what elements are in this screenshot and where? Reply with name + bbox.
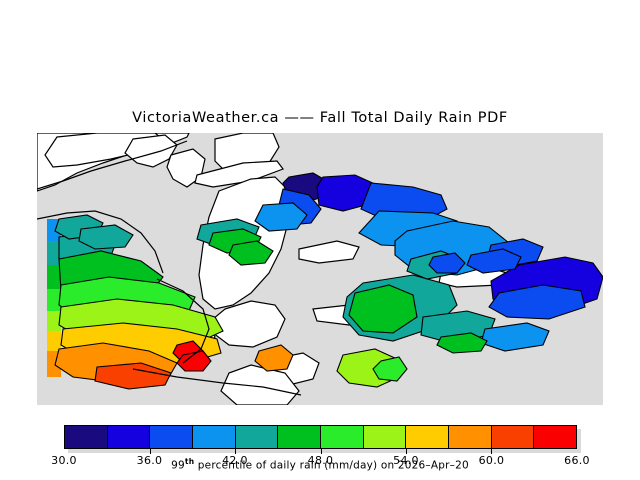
- map-vector-layer: [37, 133, 603, 405]
- grad-band-yellow: [47, 331, 61, 351]
- region-north-spur: [254, 202, 308, 232]
- coastline-overlay: [37, 140, 302, 396]
- region-far-east-dot: [428, 252, 466, 274]
- colorbar[interactable]: [64, 425, 581, 453]
- grad-band-yellowgreen: [47, 311, 61, 331]
- colorbar-segment-2: [106, 426, 150, 448]
- region-islet-green-south-edge: [372, 356, 408, 382]
- region-mid-islet-c: [228, 240, 274, 266]
- caption-text: percentile of daily rain (mm/day) on 202…: [194, 459, 469, 472]
- region-east-central-green: [348, 284, 418, 334]
- colorbar-tick-label: 42.0: [222, 454, 248, 467]
- grad-band-lgreen: [47, 289, 61, 311]
- colorbar-tick-label: 48.0: [307, 454, 334, 467]
- colorbar-tick-label: 66.0: [564, 454, 590, 467]
- coast-south-shore: [132, 368, 302, 396]
- region-far-east-spur: [466, 248, 522, 274]
- colorbar-tick-mark: [491, 449, 493, 454]
- region-north-ridge-west: [316, 174, 378, 212]
- colorbar-segment-11: [490, 426, 534, 448]
- map-canvas[interactable]: [37, 133, 603, 405]
- colorbar-tick-label: 30.0: [51, 454, 77, 467]
- colorbar-segment-5: [234, 426, 278, 448]
- colorbar-tick-mark: [234, 449, 236, 454]
- colorbar-segment-8: [362, 426, 406, 448]
- colorbar-segment-10: [448, 426, 491, 448]
- grad-band-green: [47, 265, 61, 289]
- colorbar-tick-label: 60.0: [478, 454, 505, 467]
- colorbar-segment-1: [65, 426, 107, 448]
- colorbar-tick-mark: [406, 449, 407, 454]
- colorbar-caption: 99th percentile of daily rain (mm/day) o…: [0, 457, 640, 472]
- region-islet-orange: [254, 344, 294, 372]
- coast-peninsula-south: [156, 278, 210, 364]
- colorbar-tick-label: 36.0: [136, 454, 163, 467]
- colorbar-segment-7: [320, 426, 363, 448]
- rain-field-south-islets: [176, 344, 408, 388]
- region-south-outer-coast: [94, 362, 172, 390]
- colorbar-segment-12: [533, 426, 577, 448]
- colorbar-segment-3: [149, 426, 193, 448]
- grad-band-teal: [47, 241, 61, 265]
- water-south-open: [220, 364, 300, 405]
- colorbar-tick-mark: [149, 449, 151, 454]
- colorbar-tick-mark: [320, 449, 322, 454]
- region-mid-islet-e: [78, 224, 134, 250]
- colorbar-tick-label: 54.0: [393, 454, 419, 467]
- colorbar-segment-4: [192, 426, 235, 448]
- region-far-east-lower: [488, 284, 586, 320]
- island-white-b: [166, 148, 206, 188]
- rain-field-mid-archipelago: [54, 214, 274, 266]
- colorbar-segment-6: [277, 426, 321, 448]
- coast-mainland-nw: [37, 140, 188, 190]
- rain-field-far-east: [428, 248, 603, 320]
- region-east-tail-green: [436, 332, 488, 354]
- water-south-harbour: [212, 300, 286, 348]
- coast-mainland-mid: [37, 210, 164, 274]
- colorbar-track[interactable]: [64, 425, 577, 449]
- caption-value: 99: [171, 459, 185, 472]
- colorbar-tick-labels: 30.0 36.0 42.0 48.0 54.0 60.0 66.0: [0, 425, 640, 467]
- rain-field-east-central: [342, 274, 550, 354]
- caption-superscript: th: [184, 457, 195, 466]
- colorbar-segment-9: [405, 426, 449, 448]
- region-islet-red: [176, 350, 212, 372]
- water-east-sliver-2: [298, 240, 360, 264]
- page-title: VictoriaWeather.ca —— Fall Total Daily R…: [132, 110, 508, 126]
- water-strait-long: [194, 160, 284, 188]
- island-white-a: [124, 134, 178, 168]
